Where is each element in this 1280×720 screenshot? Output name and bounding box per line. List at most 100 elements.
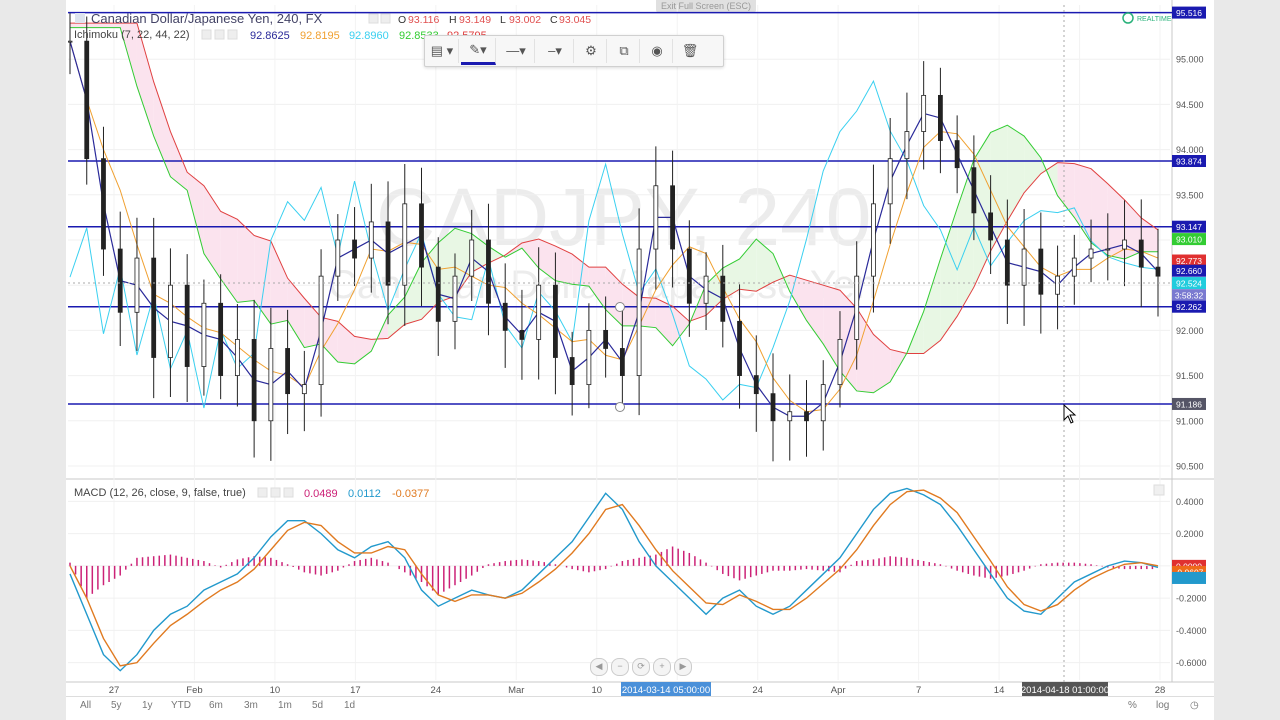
macd-value-2: 0.0112 (348, 488, 381, 500)
zoom-out-button[interactable]: − (611, 658, 629, 676)
cloud-segment (655, 298, 673, 346)
level-handle[interactable] (615, 302, 625, 312)
symbol-title[interactable]: Canadian Dollar/Japanese Yen, 240, FX (91, 11, 323, 26)
gear-icon: ⚙ (585, 43, 597, 58)
time-tick-label: 7 (916, 685, 921, 696)
time-tick-label: 28 (1155, 685, 1166, 696)
cloud-segment (1007, 125, 1025, 221)
candle-body (1155, 266, 1161, 277)
timeframe-1y[interactable]: 1y (142, 700, 153, 711)
candle-body (603, 329, 609, 349)
candle-body (134, 257, 140, 313)
macd-tick-label: 0.2000 (1176, 529, 1204, 539)
cloud-segment (421, 242, 439, 320)
candle-body (553, 284, 558, 358)
candle-body (318, 275, 324, 386)
line-color-button[interactable]: ✎▾ (461, 37, 496, 65)
price-axis: 95.00094.50094.00093.50093.00092.50092.0… (1172, 6, 1206, 471)
macd-tick-label: -0.4000 (1176, 626, 1207, 636)
delete-button[interactable]: 🗑 (675, 39, 705, 63)
refresh-icon: ⟳ (637, 661, 645, 671)
cloud-segment (438, 228, 455, 303)
candle-body (502, 302, 508, 331)
ichimoku-remove-icon[interactable] (227, 29, 238, 40)
cloud-segment (672, 306, 690, 346)
cloud-segment (639, 297, 656, 328)
candle-body (703, 275, 709, 304)
timeframe-6m[interactable]: 6m (209, 700, 223, 711)
scroll-left-button[interactable]: ◀ (590, 658, 608, 676)
scroll-right-button[interactable]: ▶ (674, 658, 692, 676)
candle-body (1122, 239, 1127, 250)
senkou-b-line (70, 22, 1159, 354)
cloud-segment (86, 23, 104, 28)
log-toggle[interactable]: log (1156, 700, 1170, 711)
price-axis-tag-label: 93.874 (1176, 157, 1202, 167)
legend-buttons[interactable] (368, 13, 391, 24)
candle-body (251, 339, 257, 422)
time-tick-label: 14 (994, 685, 1005, 696)
price-tick-label: 94.500 (1176, 100, 1204, 110)
visibility-button[interactable]: ◉ (642, 39, 673, 63)
price-tick-label: 91.500 (1176, 371, 1204, 381)
ohlc-c-label: C (550, 14, 558, 26)
cloud-segment (973, 132, 991, 288)
realtime-label: REALTIME (1137, 16, 1172, 23)
cloud-segment (187, 172, 204, 254)
cloud-segment (220, 211, 238, 303)
template-button[interactable]: ▤ ▾ (426, 39, 459, 63)
candle-body (737, 320, 742, 376)
pencil-icon: ✎▾ (469, 41, 487, 57)
time-axis: 27Feb101724Mar101724Apr7142128 (109, 685, 1166, 696)
macd-visibility-icon[interactable] (270, 487, 281, 498)
timeframe-1m[interactable]: 1m (278, 700, 292, 711)
cloud-segment (957, 159, 974, 317)
candle-body (218, 302, 224, 376)
candle-body (887, 158, 893, 205)
ohlc-o-label: O (398, 14, 406, 26)
price-axis-tag (1172, 277, 1206, 290)
candle-body (151, 257, 157, 358)
clone-icon: ⧉ (619, 43, 629, 58)
ichimoku-label[interactable]: Ichimoku (7, 22, 44, 22) (74, 29, 190, 41)
settings-button[interactable]: ⚙ (576, 39, 607, 63)
ichimoku-settings-icon[interactable] (201, 29, 212, 40)
macd-maximize-icon[interactable] (1153, 484, 1165, 496)
clone-button[interactable]: ⧉ (609, 39, 640, 63)
macd-remove-icon[interactable] (283, 487, 294, 498)
cloud-segment (1141, 217, 1158, 252)
cloud-segment (70, 23, 87, 28)
candle-body (368, 221, 374, 259)
cloud-segment (555, 246, 573, 285)
line-width-button[interactable]: —▾ (498, 39, 535, 63)
exit-fullscreen-button[interactable]: Exit Full Screen (ESC) (656, 0, 756, 13)
candle-body (84, 40, 90, 160)
ohlc-l-label: L (500, 14, 506, 26)
timeframe-1d[interactable]: 1d (344, 700, 356, 711)
reset-button[interactable]: ⟳ (632, 658, 650, 676)
timeframe-5d[interactable]: 5d (312, 700, 324, 711)
macd-tick-label: -0.2000 (1176, 594, 1207, 604)
cloud-segment (1024, 136, 1041, 193)
candle-body (954, 140, 960, 169)
percent-toggle[interactable]: % (1128, 700, 1137, 711)
timeframe-ytd[interactable]: YTD (171, 700, 191, 711)
candle-body (469, 239, 475, 277)
candle-body (335, 239, 341, 277)
time-tick-label: 24 (431, 685, 442, 696)
macd-settings-icon[interactable] (257, 487, 268, 498)
timeframe-bar: All 5y 1y YTD 6m 3m 1m 5d 1d % log ◷ (66, 696, 1214, 717)
timeframe-3m[interactable]: 3m (244, 700, 258, 711)
timeframe-5y[interactable]: 5y (111, 700, 122, 711)
time-tick-label: Feb (186, 685, 202, 696)
ohlc-l-value: 93.002 (509, 14, 541, 26)
zoom-in-button[interactable]: + (653, 658, 671, 676)
price-tick-label: 95.000 (1176, 55, 1204, 65)
macd-label[interactable]: MACD (12, 26, close, 9, false, true) (74, 487, 246, 499)
ichimoku-visibility-icon[interactable] (214, 29, 225, 40)
timeframe-all[interactable]: All (80, 700, 92, 711)
price-axis-tag-label: 92.660 (1176, 266, 1202, 276)
line-style-button[interactable]: –▾ (537, 39, 574, 63)
level-handle[interactable] (615, 402, 625, 412)
auto-scale-icon[interactable]: ◷ (1190, 700, 1199, 711)
